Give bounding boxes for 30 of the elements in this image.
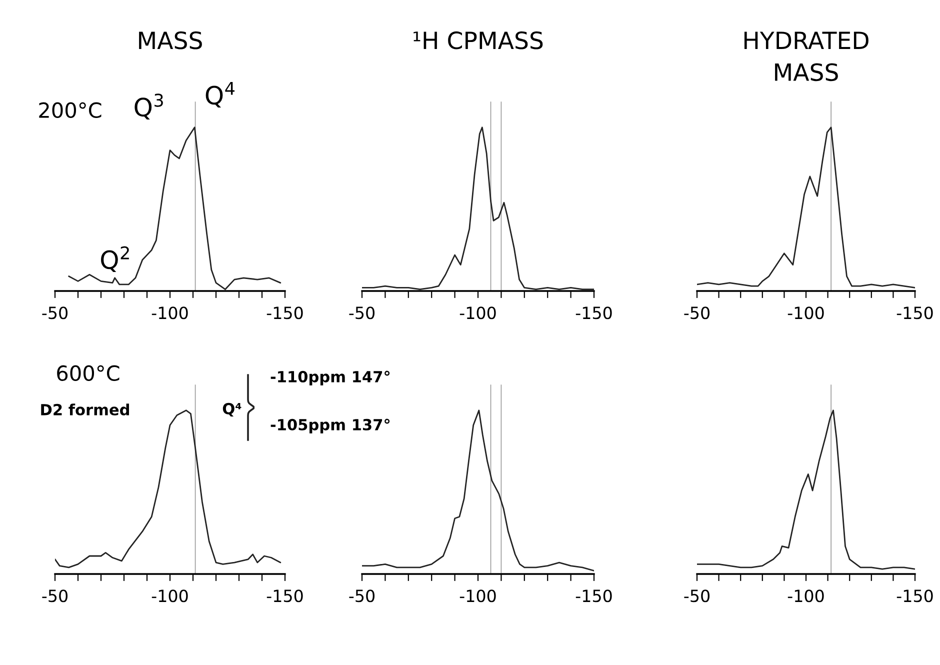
x-tick-label: -100	[460, 306, 496, 320]
text: 600°C	[57, 365, 120, 382]
annotation: Q$^{2}$	[101, 246, 129, 272]
annotation: D2 formed	[41, 404, 129, 416]
text: 200°C	[39, 102, 102, 118]
x-tick-label: -150	[896, 590, 933, 602]
x-tick-label: -50	[684, 306, 710, 320]
x-tick-label: -150	[896, 306, 933, 320]
chart-title: MASS	[139, 31, 202, 50]
x-tick-label: -50	[349, 590, 375, 602]
x-tick-label: -150	[576, 590, 612, 602]
x-tick-label: -100	[788, 306, 824, 320]
x-tick-label: -50	[42, 306, 68, 320]
chart-title: HYDRATED MASS	[744, 32, 868, 82]
annotation: Q⁴	[222, 402, 242, 416]
annotation: Q$^{3}$	[134, 94, 163, 120]
x-tick-label: -50	[349, 306, 375, 320]
annotation: Q$^{4}$	[206, 82, 234, 108]
x-tick-label: -150	[266, 590, 303, 602]
x-tick-label: -50	[42, 590, 68, 602]
x-tick-label: -100	[152, 590, 188, 602]
x-tick-label: -100	[152, 306, 188, 320]
annotation: -105ppm 137°	[270, 418, 390, 434]
text: -110ppm 147°	[270, 370, 390, 386]
x-tick-label: -150	[266, 306, 303, 320]
x-tick-label: -150	[576, 306, 612, 320]
x-tick-label: -100	[788, 590, 824, 602]
x-tick-label: -100	[460, 590, 496, 602]
x-tick-label: -50	[684, 590, 710, 602]
chart-title: ¹H CPMASS	[414, 31, 543, 50]
